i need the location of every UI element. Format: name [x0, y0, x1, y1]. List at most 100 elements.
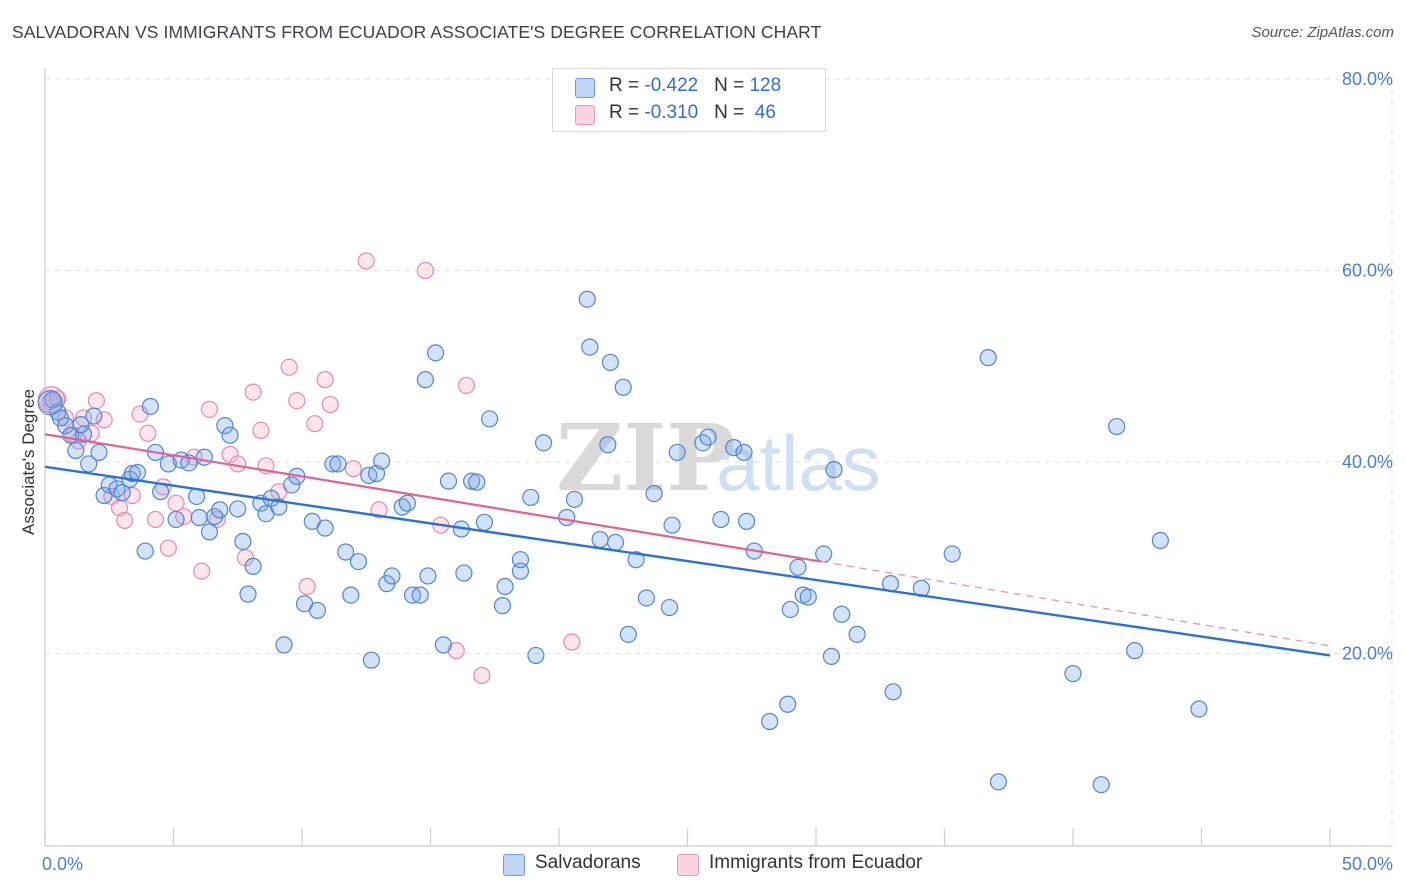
- ecuador-point: [252, 421, 270, 440]
- salvadoran-point: [316, 519, 334, 537]
- ecuador-point: [200, 400, 219, 418]
- y-tick-label: 40.0%: [1342, 452, 1393, 472]
- salvadoran-point: [342, 586, 360, 604]
- salvadoran-point: [833, 605, 851, 623]
- salvadoran-point: [511, 551, 530, 569]
- ecuador-points: [37, 252, 581, 685]
- salvadoran-point: [80, 455, 98, 473]
- salvadoran-point: [989, 773, 1008, 791]
- salvadoran-point: [712, 510, 730, 529]
- salvadoran-point: [1190, 700, 1208, 718]
- legend-swatch-pink: [677, 854, 699, 876]
- salvadoran-point: [324, 455, 342, 473]
- salvadoran-point: [216, 417, 234, 435]
- ecuador-trend-line: [44, 433, 822, 563]
- salvadoran-point: [825, 461, 843, 479]
- salvadoran-point: [1108, 417, 1126, 436]
- salvadoran-point: [735, 443, 753, 462]
- salvadoran-point: [799, 588, 817, 606]
- legend-swatch-blue: [503, 854, 525, 876]
- salvadoran-point: [606, 533, 625, 552]
- ecuador-trend-extension: [821, 560, 1331, 647]
- salvadoran-point: [159, 455, 177, 473]
- ecuador-point: [139, 424, 157, 442]
- ecuador-point: [208, 510, 226, 529]
- salvadoran-point: [90, 443, 108, 462]
- ecuador-point: [457, 376, 476, 394]
- ecuador-point: [344, 460, 362, 478]
- salvadoran-point: [67, 441, 85, 460]
- y-axis-label: Associate's Degree: [19, 389, 38, 535]
- ecuador-point: [357, 252, 375, 270]
- salvadoran-point: [496, 577, 514, 596]
- ecuador-point: [280, 358, 298, 376]
- salvadoran-point: [221, 426, 239, 444]
- salvadoran-point: [660, 598, 679, 617]
- ecuador-point: [95, 411, 113, 429]
- salvadoran-point: [637, 589, 655, 607]
- salvadoran-points: [37, 290, 1208, 794]
- legend-r-value: -0.422: [644, 75, 699, 96]
- legend-n-label: N =: [714, 102, 750, 123]
- salvadoran-point: [822, 647, 841, 665]
- salvadoran-point: [74, 425, 93, 443]
- gridlines: [45, 78, 1393, 845]
- legend-label: Immigrants from Ecuador: [709, 852, 923, 873]
- salvadoran-point: [239, 585, 257, 603]
- salvadoran-point: [565, 490, 584, 508]
- salvadoran-point: [884, 683, 902, 701]
- salvadoran-point: [463, 472, 481, 490]
- salvadoran-point: [779, 695, 797, 713]
- salvadoran-point: [527, 646, 545, 665]
- salvadoran-point: [85, 407, 103, 425]
- watermark: ZIP atlas: [556, 404, 881, 512]
- salvadoran-point: [275, 636, 293, 654]
- salvadoran-point: [591, 530, 609, 549]
- salvadoran-point: [522, 488, 540, 507]
- salvadoran-trend-line: [44, 465, 1331, 657]
- salvadoran-point: [373, 452, 391, 470]
- salvadoran-point: [725, 439, 743, 457]
- axes: [44, 68, 1392, 847]
- salvadoran-point: [411, 586, 429, 604]
- ecuador-point: [321, 395, 339, 414]
- ecuador-point: [306, 415, 324, 433]
- salvadoran-point: [211, 501, 229, 519]
- salvadoran-point: [190, 508, 208, 527]
- salvadoran-point: [229, 500, 247, 518]
- salvadoran-point: [1092, 776, 1110, 794]
- salvadoran-point: [601, 353, 620, 372]
- ecuador-point: [298, 577, 316, 596]
- salvadoran-point: [329, 455, 347, 473]
- ecuador-point: [87, 392, 106, 410]
- salvadoran-point: [1151, 531, 1169, 550]
- trend-lines: [44, 433, 1331, 657]
- salvadoran-point: [439, 472, 458, 490]
- y-tick-label: 60.0%: [1342, 261, 1393, 281]
- salvadoran-point: [234, 532, 252, 551]
- y-tick-label: 80.0%: [1342, 69, 1393, 89]
- ecuador-point: [370, 501, 388, 519]
- ecuador-point: [244, 383, 262, 401]
- salvadoran-point: [468, 473, 486, 491]
- y-tick-label: 20.0%: [1342, 644, 1393, 664]
- salvadoran-point: [123, 464, 141, 483]
- salvadoran-point: [614, 378, 632, 396]
- ecuador-point: [193, 562, 211, 580]
- ecuador-point: [316, 371, 334, 389]
- salvadoran-point: [627, 551, 645, 569]
- salvadoran-point: [761, 712, 779, 731]
- salvadoran-point: [283, 476, 301, 494]
- salvadoran-point: [416, 371, 434, 389]
- ecuador-point: [473, 666, 491, 685]
- ecuador-point: [159, 539, 177, 557]
- salvadoran-point: [113, 484, 131, 502]
- salvadoran-point: [815, 545, 833, 563]
- salvadoran-point: [427, 344, 445, 362]
- ecuador-point: [116, 511, 134, 530]
- salvadoran-point: [128, 463, 147, 482]
- salvadoran-point: [481, 410, 499, 428]
- salvadoran-point: [699, 428, 717, 446]
- legend-r-label: R =: [609, 102, 645, 123]
- series-legend: Salvadorans Immigrants from Ecuador: [0, 852, 1406, 878]
